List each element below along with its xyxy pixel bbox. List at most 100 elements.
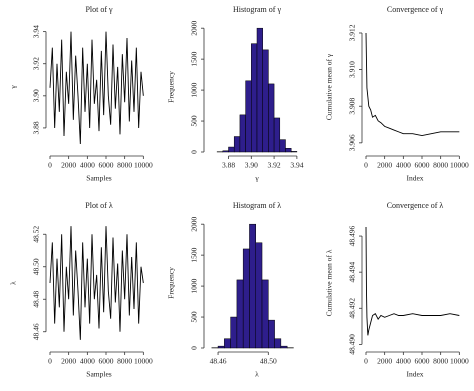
y-tick-label: 3.92 — [32, 57, 41, 70]
y-tick-label: 3.912 — [348, 24, 357, 41]
x-tick-label: 6000 — [415, 161, 430, 170]
y-tick-label: 3.88 — [32, 121, 41, 134]
histogram-bar — [280, 345, 288, 349]
x-axis-label: γ — [254, 174, 259, 183]
y-tick-label: 1000 — [190, 278, 199, 293]
x-tick-label: 8000 — [433, 161, 448, 170]
y-tick-label: 0 — [190, 150, 199, 154]
y-axis-label: λ — [9, 281, 18, 285]
y-tick-label: 3.90 — [32, 89, 41, 102]
x-tick-label: 6000 — [415, 357, 430, 366]
histogram-bar — [222, 150, 229, 153]
x-tick-label: 2000 — [377, 357, 392, 366]
y-axis-label: Frequency — [167, 267, 176, 299]
x-axis-label: Index — [406, 174, 423, 183]
y-tick-label: 2000 — [190, 20, 199, 35]
histogram-bar — [274, 338, 282, 349]
histogram-bar — [255, 242, 263, 349]
x-tick-label: 3.90 — [245, 161, 258, 170]
y-tick-label: 48.52 — [32, 226, 41, 243]
y-tick-label: 500 — [190, 115, 199, 127]
x-tick-label: 2000 — [377, 161, 392, 170]
histogram-bar — [273, 117, 281, 153]
histogram-bar — [233, 136, 241, 153]
panel-title: Convergence of γ — [387, 5, 444, 14]
y-axis-label: γ — [9, 85, 18, 90]
histogram-bar — [256, 27, 263, 153]
x-tick-label: 0 — [364, 357, 368, 366]
histogram-bar — [228, 146, 235, 153]
histogram-bar — [236, 279, 244, 349]
histogram-bar — [251, 43, 258, 153]
histogram-bar — [224, 338, 231, 349]
x-tick-label: 48.50 — [260, 357, 277, 366]
x-tick-label: 0 — [48, 357, 52, 366]
x-tick-label: 4000 — [396, 357, 411, 366]
histogram-bar — [249, 223, 256, 349]
x-tick-label: 4000 — [396, 161, 411, 170]
panel-title: Histogram of λ — [233, 201, 281, 210]
x-tick-label: 10000 — [134, 161, 153, 170]
y-tick-label: 48.496 — [348, 225, 357, 246]
x-tick-label: 2000 — [61, 357, 76, 366]
y-tick-label: 48.50 — [32, 258, 41, 275]
trace-line — [49, 31, 144, 144]
y-tick-label: 3.94 — [32, 25, 41, 38]
x-tick-label: 48.46 — [210, 357, 227, 366]
y-tick-label: 48.492 — [348, 298, 357, 319]
y-tick-label: 48.494 — [348, 262, 357, 283]
panel-title: Plot of γ — [85, 5, 113, 14]
x-tick-label: 0 — [364, 161, 368, 170]
panel-title: Plot of λ — [85, 201, 113, 210]
x-axis-label: Index — [406, 370, 423, 379]
y-axis-label: Cumulative mean of γ — [325, 53, 334, 120]
x-tick-label: 2000 — [61, 161, 76, 170]
x-axis-label: λ — [255, 370, 259, 379]
histogram-bar — [245, 80, 252, 153]
y-tick-label: 3.908 — [348, 98, 357, 115]
x-tick-label: 10000 — [450, 161, 469, 170]
y-tick-label: 1500 — [190, 51, 199, 66]
y-tick-label: 3.910 — [348, 61, 357, 78]
trace-line — [365, 227, 460, 336]
histogram-bar — [242, 248, 250, 349]
histogram-bar — [268, 319, 275, 349]
histogram-bar — [230, 316, 238, 349]
x-axis-label: Samples — [86, 370, 111, 379]
y-axis-label: Frequency — [167, 71, 176, 103]
y-tick-label: 48.48 — [32, 291, 41, 308]
x-axis-label: Samples — [86, 174, 111, 183]
x-tick-label: 8000 — [117, 357, 132, 366]
y-tick-label: 3.906 — [348, 134, 357, 151]
y-axis-label: Cumulative mean of λ — [325, 249, 334, 316]
histogram-bar — [290, 151, 298, 153]
x-tick-label: 4000 — [80, 161, 95, 170]
panel-title: Histogram of γ — [233, 5, 281, 14]
y-tick-label: 48.490 — [348, 334, 357, 355]
x-tick-label: 0 — [48, 161, 52, 170]
x-tick-label: 4000 — [80, 357, 95, 366]
x-tick-label: 3.88 — [222, 161, 235, 170]
y-tick-label: 2000 — [190, 216, 199, 231]
panel-title: Convergence of λ — [387, 201, 444, 210]
x-tick-label: 6000 — [99, 161, 114, 170]
histogram-bar — [279, 139, 286, 153]
histogram-bar — [262, 49, 269, 153]
x-tick-label: 8000 — [433, 357, 448, 366]
histogram-bar — [239, 114, 246, 153]
x-tick-label: 8000 — [117, 161, 132, 170]
x-tick-label: 10000 — [134, 357, 153, 366]
histogram-bar — [261, 279, 269, 349]
y-tick-label: 0 — [190, 346, 199, 350]
x-tick-label: 3.94 — [290, 161, 303, 170]
y-tick-label: 500 — [190, 311, 199, 323]
x-tick-label: 6000 — [99, 357, 114, 366]
histogram-bar — [217, 345, 225, 349]
x-tick-label: 3.92 — [268, 161, 281, 170]
trace-line — [365, 32, 460, 136]
trace-line — [49, 226, 144, 340]
y-tick-label: 48.46 — [32, 323, 41, 340]
y-tick-label: 1500 — [190, 247, 199, 262]
x-tick-label: 10000 — [450, 357, 469, 366]
